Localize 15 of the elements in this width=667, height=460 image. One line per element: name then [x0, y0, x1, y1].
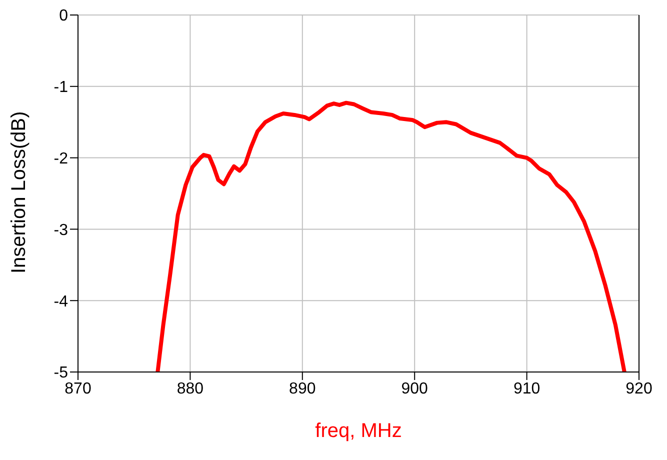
x-tick-label: 870	[64, 380, 92, 398]
y-axis-title: Insertion Loss(dB)	[8, 111, 30, 274]
x-axis-title: freq, MHz	[315, 420, 402, 442]
y-tick-label: -3	[54, 222, 68, 239]
y-tick-label: 0	[59, 8, 68, 25]
y-tick-label: -5	[54, 364, 68, 382]
x-tick-label: 880	[176, 380, 204, 398]
line-series	[156, 100, 626, 372]
x-tick-label: 890	[289, 380, 316, 398]
y-tick-label: -4	[54, 293, 68, 310]
x-tick-label: 910	[513, 380, 540, 398]
x-tick-label: 920	[626, 380, 652, 398]
y-tick-label: -1	[54, 79, 68, 96]
y-tick-label: -2	[54, 150, 68, 168]
x-tick-label: 900	[401, 380, 428, 398]
